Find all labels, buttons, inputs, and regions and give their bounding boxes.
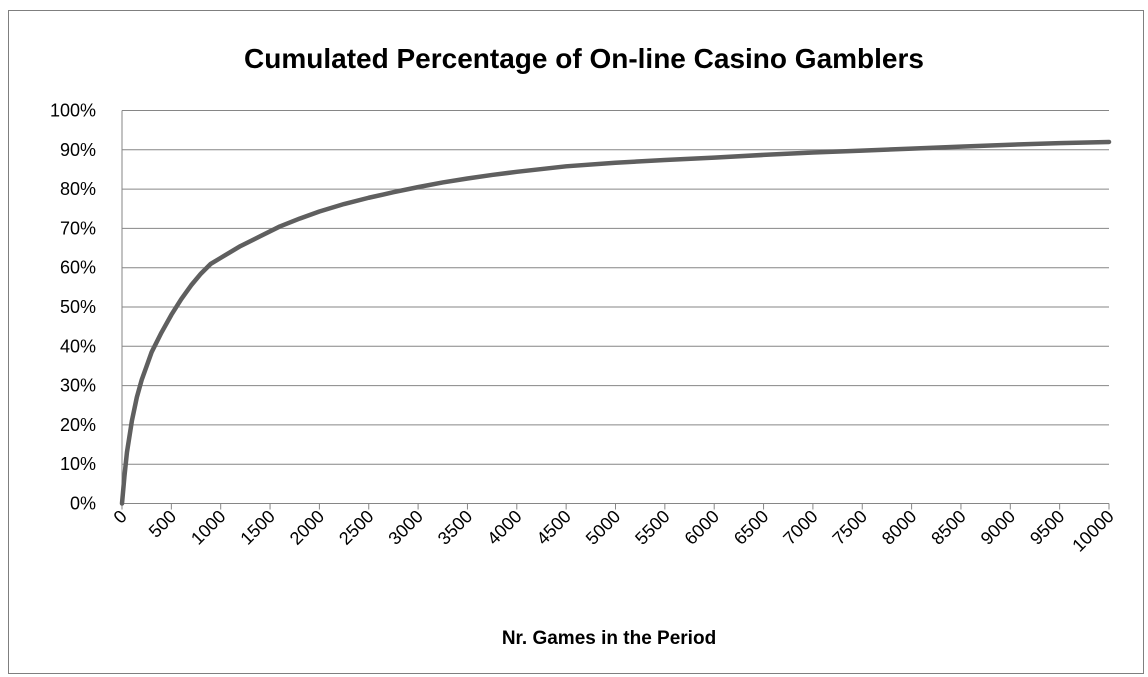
y-tick-label: 50% bbox=[60, 297, 96, 317]
x-tick-label: 2500 bbox=[335, 506, 377, 548]
chart-title: Cumulated Percentage of On-line Casino G… bbox=[244, 43, 924, 74]
grid-layer bbox=[121, 110, 1110, 510]
x-tick-label: 9000 bbox=[977, 506, 1019, 548]
x-tick-label: 3500 bbox=[434, 506, 476, 548]
x-tick-label: 7500 bbox=[829, 506, 871, 548]
x-tick-label: 5500 bbox=[631, 506, 673, 548]
x-tick-labels: 0 500 1000 1500 2000 2500 3000 3500 4000 4500 5000… bbox=[110, 506, 1118, 556]
x-tick-label: 10000 bbox=[1068, 506, 1118, 556]
x-tick-label: 2000 bbox=[286, 506, 328, 548]
x-tick-label: 8500 bbox=[927, 506, 969, 548]
x-tick-label: 4500 bbox=[533, 506, 575, 548]
x-tick-label: 5000 bbox=[582, 506, 624, 548]
series-line bbox=[119, 139, 1112, 506]
x-tick-label: 7000 bbox=[779, 506, 821, 548]
y-tick-label: 60% bbox=[60, 258, 96, 278]
y-tick-label: 70% bbox=[60, 218, 96, 238]
y-tick-label: 10% bbox=[60, 454, 96, 474]
x-tick-label: 6500 bbox=[730, 506, 772, 548]
y-tick-label: 20% bbox=[60, 415, 96, 435]
y-tick-label: 100% bbox=[50, 101, 96, 121]
x-tick-label: 1000 bbox=[187, 506, 229, 548]
x-tick-label: 500 bbox=[145, 506, 180, 541]
x-tick-label: 0 bbox=[110, 506, 131, 527]
y-tick-label: 30% bbox=[60, 376, 96, 396]
x-tick-label: 6000 bbox=[681, 506, 723, 548]
x-tick-label: 8000 bbox=[878, 506, 920, 548]
y-tick-label: 90% bbox=[60, 140, 96, 160]
y-tick-labels: 0% 10% 20% 30% 40% 50% 60% 70% 80% 90% 100% bbox=[50, 101, 96, 514]
x-tick-label: 9500 bbox=[1026, 506, 1068, 548]
x-tick-label: 1500 bbox=[236, 506, 278, 548]
x-axis-label: Nr. Games in the Period bbox=[502, 628, 716, 649]
y-tick-label: 80% bbox=[60, 179, 96, 199]
chart-frame: Cumulated Percentage of On-line Casino G… bbox=[8, 10, 1144, 674]
x-tick-label: 3000 bbox=[384, 506, 426, 548]
chart: Cumulated Percentage of On-line Casino G… bbox=[50, 43, 1118, 649]
y-tick-label: 0% bbox=[70, 494, 96, 514]
x-tick-label: 4000 bbox=[483, 506, 525, 548]
y-tick-label: 40% bbox=[60, 336, 96, 356]
series-layer bbox=[119, 139, 1112, 506]
